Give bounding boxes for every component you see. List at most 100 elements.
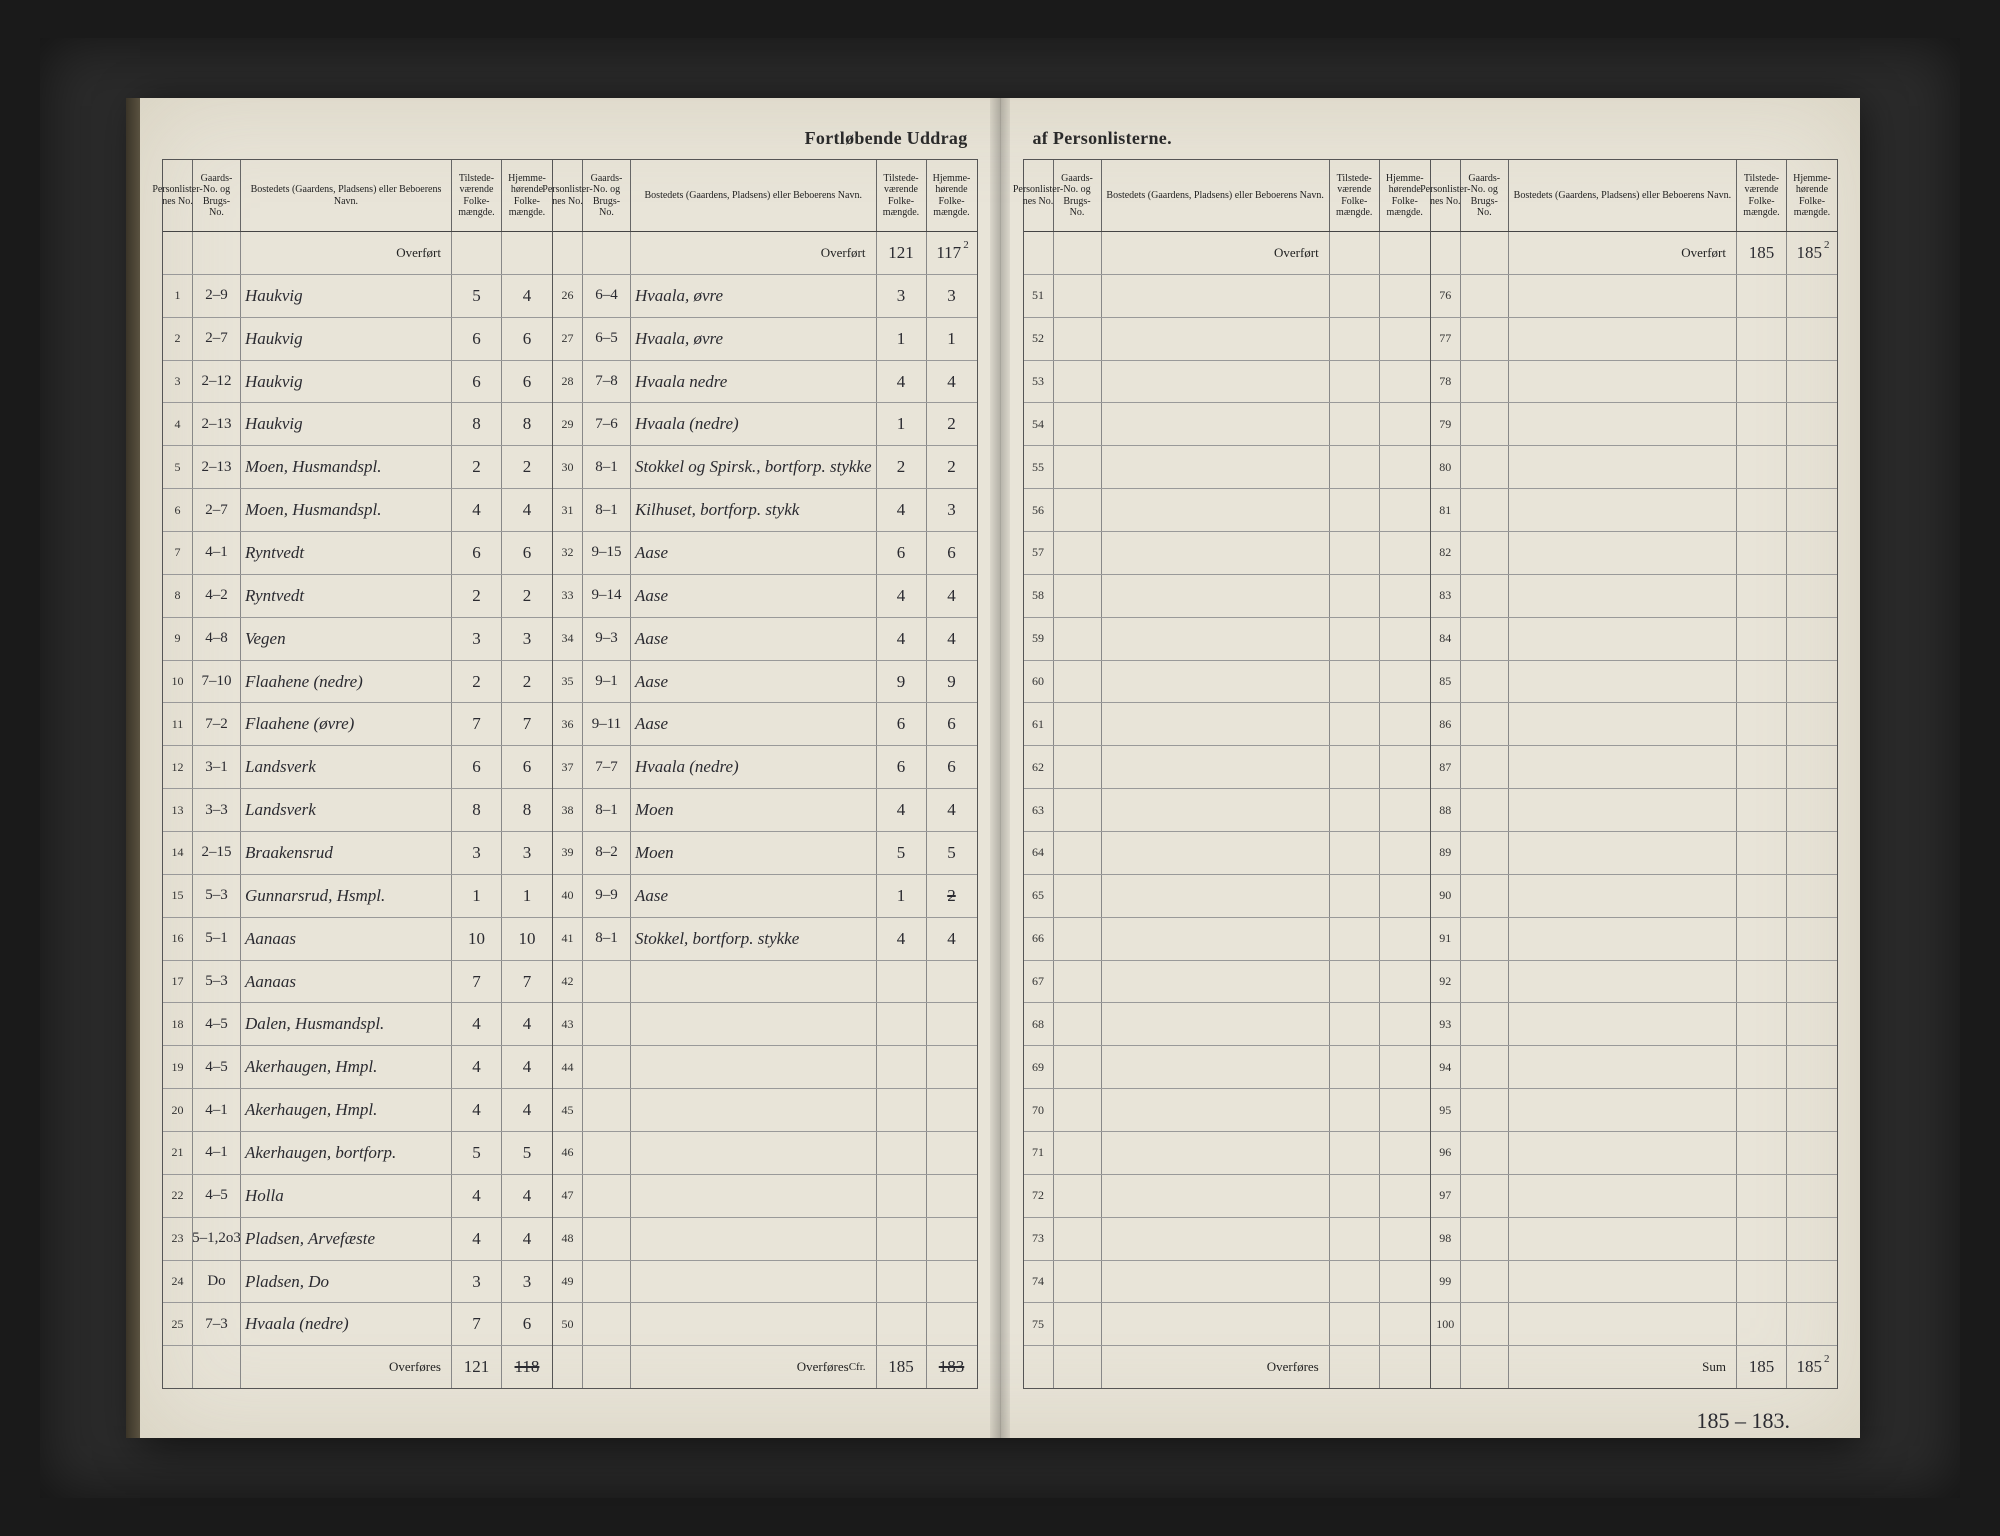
cell-til: 6 (877, 746, 927, 788)
cell-no: 10 (163, 661, 193, 703)
cell-hjem (1787, 832, 1837, 874)
cell-name (1102, 403, 1330, 445)
cell-hjem: 3 (502, 1261, 552, 1303)
ledger-book: Fortløbende Uddrag Personlister-nes No. … (140, 98, 1860, 1438)
table-row: 92 (1431, 961, 1837, 1004)
cell-name: Hvaala nedre (631, 361, 877, 403)
cell-til (1737, 275, 1787, 317)
cell-name: Hvaala, øvre (631, 275, 877, 317)
hdr-til: Tilstede-værende Folke-mængde. (1737, 160, 1787, 231)
cell-hjem: 4 (502, 1218, 552, 1260)
cell-no: 58 (1024, 575, 1054, 617)
cell-til (1330, 618, 1380, 660)
cell-brug (1461, 918, 1509, 960)
hdr-no: Personlister-nes No. (1024, 160, 1054, 231)
cell-name (1102, 1132, 1330, 1174)
cell-til: 5 (877, 832, 927, 874)
cell-hjem (1380, 1261, 1430, 1303)
cell-no: 77 (1431, 318, 1461, 360)
cell-name (1509, 1261, 1737, 1303)
cell-no: 75 (1024, 1303, 1054, 1345)
table-row: 98 (1431, 1218, 1837, 1261)
right-page: af Personlisterne. Personlister-nes No. … (1001, 98, 1861, 1438)
cell-no: 78 (1431, 361, 1461, 403)
cell-til (1737, 1303, 1787, 1345)
table-row: 69 (1024, 1046, 1430, 1089)
cell-name (1509, 1175, 1737, 1217)
cell-brug (1054, 575, 1102, 617)
cell-name: Stokkel og Spirsk., bortforp. stykke (631, 446, 877, 488)
cell-no: 41 (553, 918, 583, 960)
summary-row: Sum 185 1852 (1431, 1346, 1837, 1388)
table-row: 63 (1024, 789, 1430, 832)
cell-hjem (1787, 532, 1837, 574)
cell-name (1509, 703, 1737, 745)
cell-hjem (1787, 789, 1837, 831)
cell-brug (1461, 746, 1509, 788)
cell-no: 40 (553, 875, 583, 917)
table-row: 96 (1431, 1132, 1837, 1175)
cell-name: Moen (631, 832, 877, 874)
photo-frame: Fortløbende Uddrag Personlister-nes No. … (40, 38, 1960, 1498)
cell-brug: Under8–1 (583, 489, 631, 531)
cell-name (1509, 918, 1737, 960)
summary-hjem (1380, 232, 1430, 274)
cell-hjem: 6 (502, 532, 552, 574)
cell-hjem: 4 (927, 361, 977, 403)
cell-name: Haukvig (241, 275, 452, 317)
cell-brug: Under8–1 (583, 918, 631, 960)
table-row: 68 (1024, 1003, 1430, 1046)
cell-name: Braakensrud (241, 832, 452, 874)
summary-til (1330, 1346, 1380, 1388)
cell-brug (1054, 532, 1102, 574)
cell-no: 60 (1024, 661, 1054, 703)
hdr-til: Tilstede-værende Folke-mængde. (877, 160, 927, 231)
cell-hjem (927, 1218, 977, 1260)
cell-brug (1461, 1303, 1509, 1345)
cell-til: 1 (877, 318, 927, 360)
cell-name (1102, 618, 1330, 660)
cell-hjem (1787, 1132, 1837, 1174)
cell-name (1102, 918, 1330, 960)
cell-til (877, 1003, 927, 1045)
cell-no: 71 (1024, 1132, 1054, 1174)
cell-til (1737, 361, 1787, 403)
cell-hjem: 5 (502, 1132, 552, 1174)
cell-brug (1461, 403, 1509, 445)
cell-name (1102, 275, 1330, 317)
cell-brug (1461, 703, 1509, 745)
table-row: 79 (1431, 403, 1837, 446)
cell-name (1102, 832, 1330, 874)
cell-brug (583, 1046, 631, 1088)
cell-no: 15 (163, 875, 193, 917)
cell-no: 74 (1024, 1261, 1054, 1303)
cell-hjem: 6 (927, 532, 977, 574)
cell-til (1737, 703, 1787, 745)
cell-brug (583, 961, 631, 1003)
cell-til (1330, 1218, 1380, 1260)
cell-til (1737, 1046, 1787, 1088)
cell-no: 37 (553, 746, 583, 788)
book-binding (126, 98, 140, 1438)
table-row: 10 7–10 Flaahene (nedre) 2 2 (163, 661, 552, 704)
cell-brug: Under8–1 (583, 446, 631, 488)
cell-til: 8 (452, 403, 502, 445)
cell-hjem: 10 (502, 918, 552, 960)
page-title-right: af Personlisterne. (1023, 128, 1839, 149)
hdr-brug: Gaards-No. og Brugs-No. (1461, 160, 1509, 231)
cell-brug (1054, 361, 1102, 403)
summary-label: Overført (1102, 232, 1330, 274)
cell-no: 53 (1024, 361, 1054, 403)
table-row: 76 (1431, 275, 1837, 318)
summary-row: OverføresCfr. 185 183 (553, 1346, 977, 1388)
table-row: 27 6–5 Hvaala, øvre 1 1 (553, 318, 977, 361)
hdr-name: Bostedets (Gaardens, Pladsens) eller Beb… (1509, 160, 1737, 231)
cell-name (1509, 446, 1737, 488)
summary-hjem (502, 232, 552, 274)
panel-a: Personlister-nes No. Gaards-No. og Brugs… (162, 159, 553, 1389)
cell-no: 7 (163, 532, 193, 574)
cell-brug: 8–1 (583, 789, 631, 831)
cell-hjem (1787, 875, 1837, 917)
cell-hjem: 4 (927, 618, 977, 660)
cell-name (631, 1132, 877, 1174)
